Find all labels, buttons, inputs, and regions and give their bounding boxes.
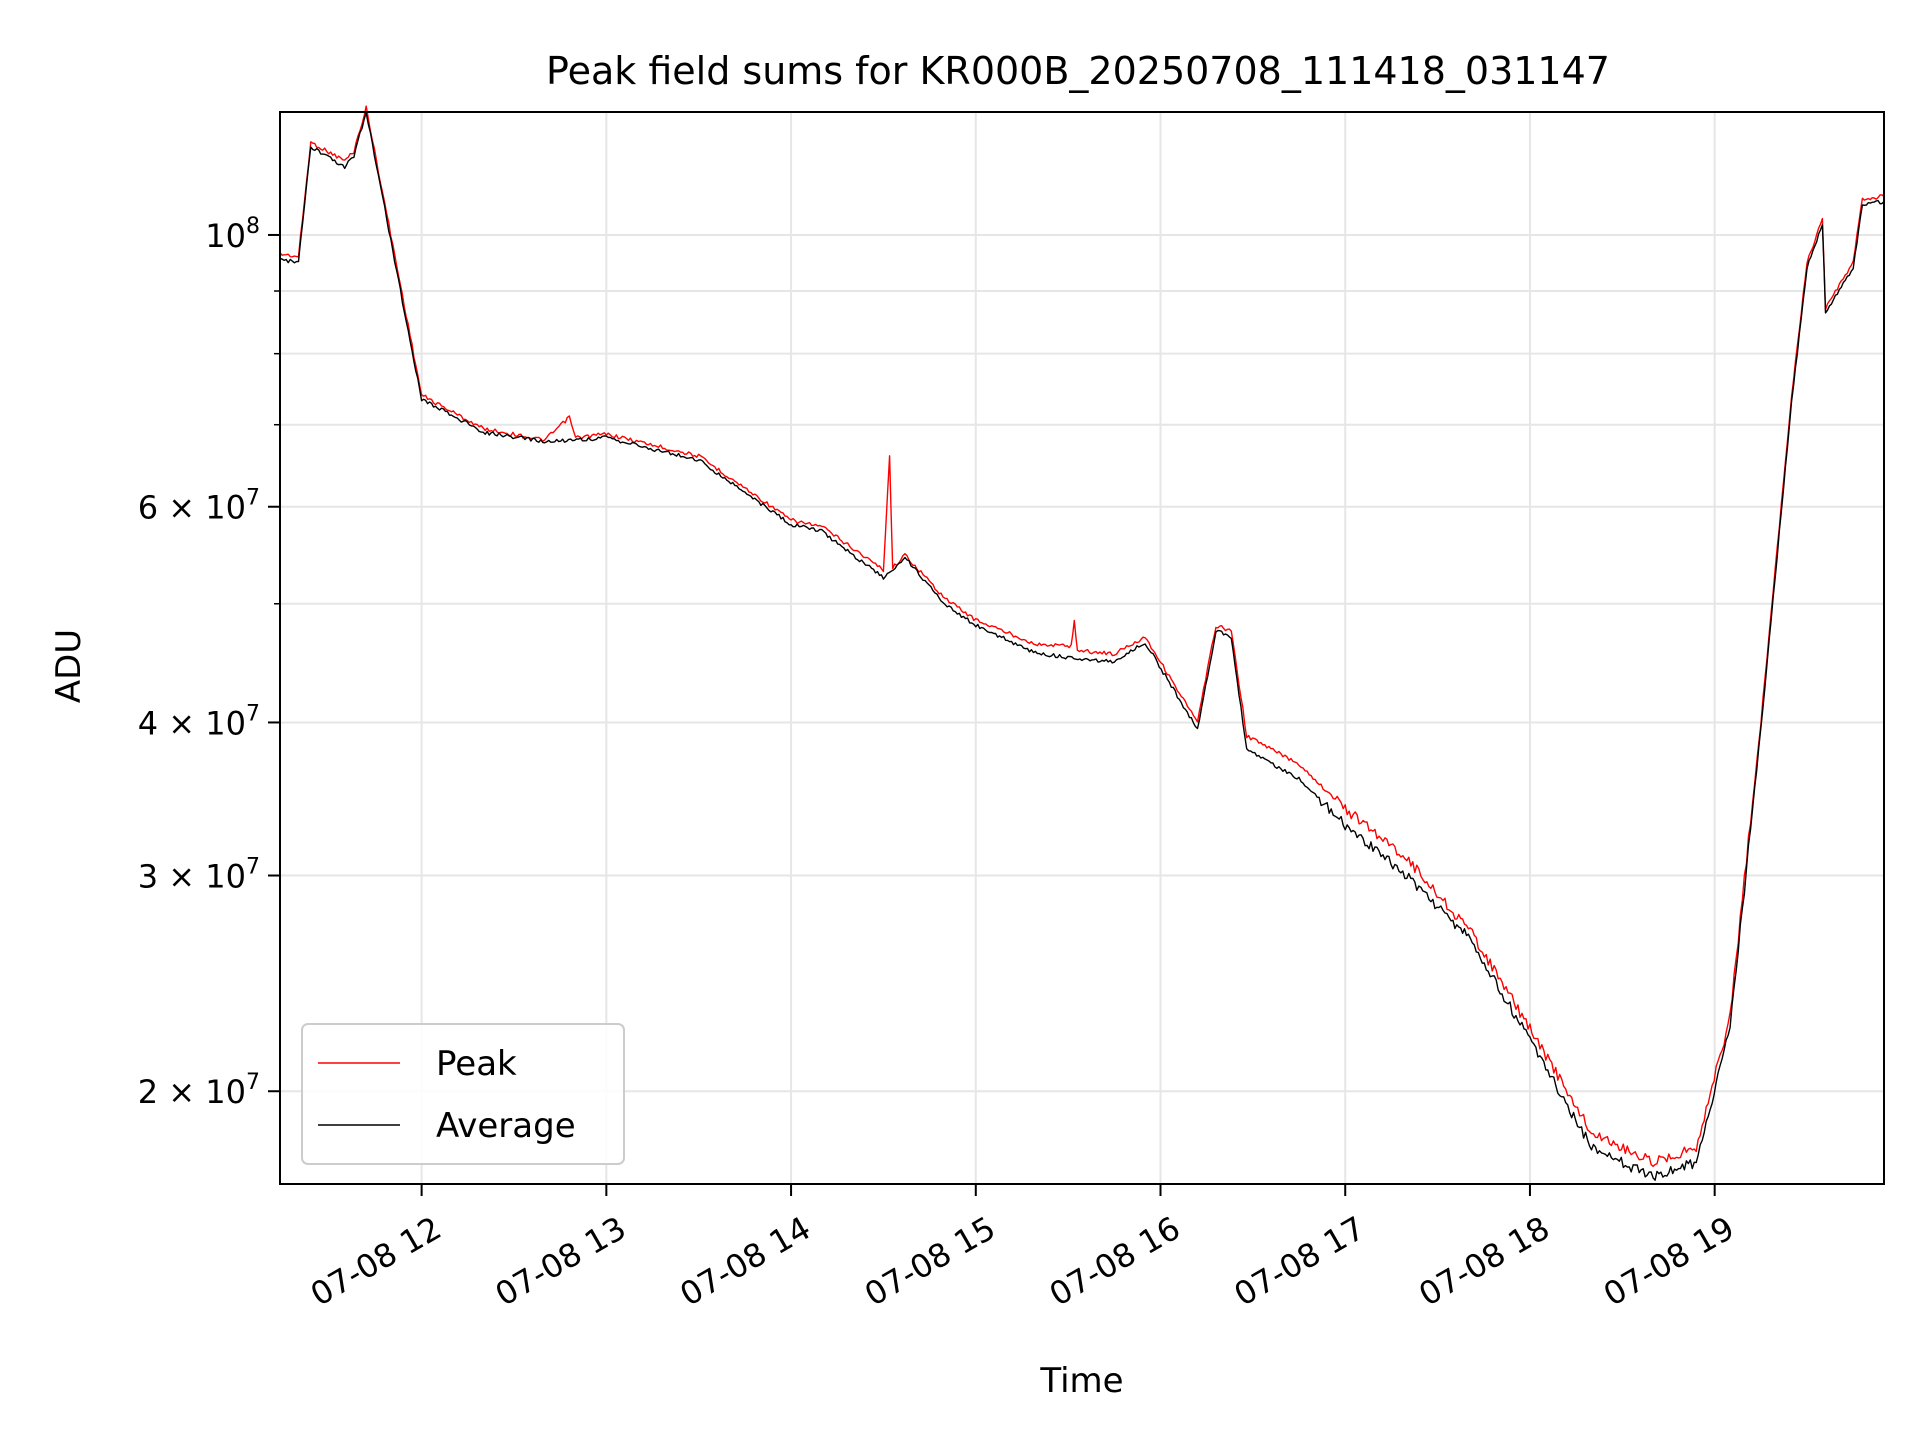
- x-axis-label: Time: [1039, 1361, 1123, 1401]
- plot-lines: [279, 105, 1885, 1181]
- y-axis-label: ADU: [49, 629, 89, 703]
- y-tick-label: 6 × 107: [138, 486, 260, 527]
- legend-box: [301, 1023, 625, 1165]
- chart-title: Peak field sums for KR000B_20250708_1114…: [546, 49, 1610, 93]
- y-tick-label: 4 × 107: [138, 701, 260, 742]
- series-line-average: [279, 112, 1885, 1181]
- y-tick-label: 2 × 107: [138, 1070, 260, 1111]
- legend: Peak Average: [301, 1023, 625, 1165]
- legend-label-peak: Peak: [436, 1044, 517, 1084]
- series-line-peak: [279, 105, 1885, 1168]
- y-tick-label: 108: [205, 214, 260, 255]
- plot-frame: [279, 111, 1885, 1185]
- legend-label-average: Average: [436, 1106, 576, 1146]
- y-tick-label: 3 × 107: [138, 855, 260, 896]
